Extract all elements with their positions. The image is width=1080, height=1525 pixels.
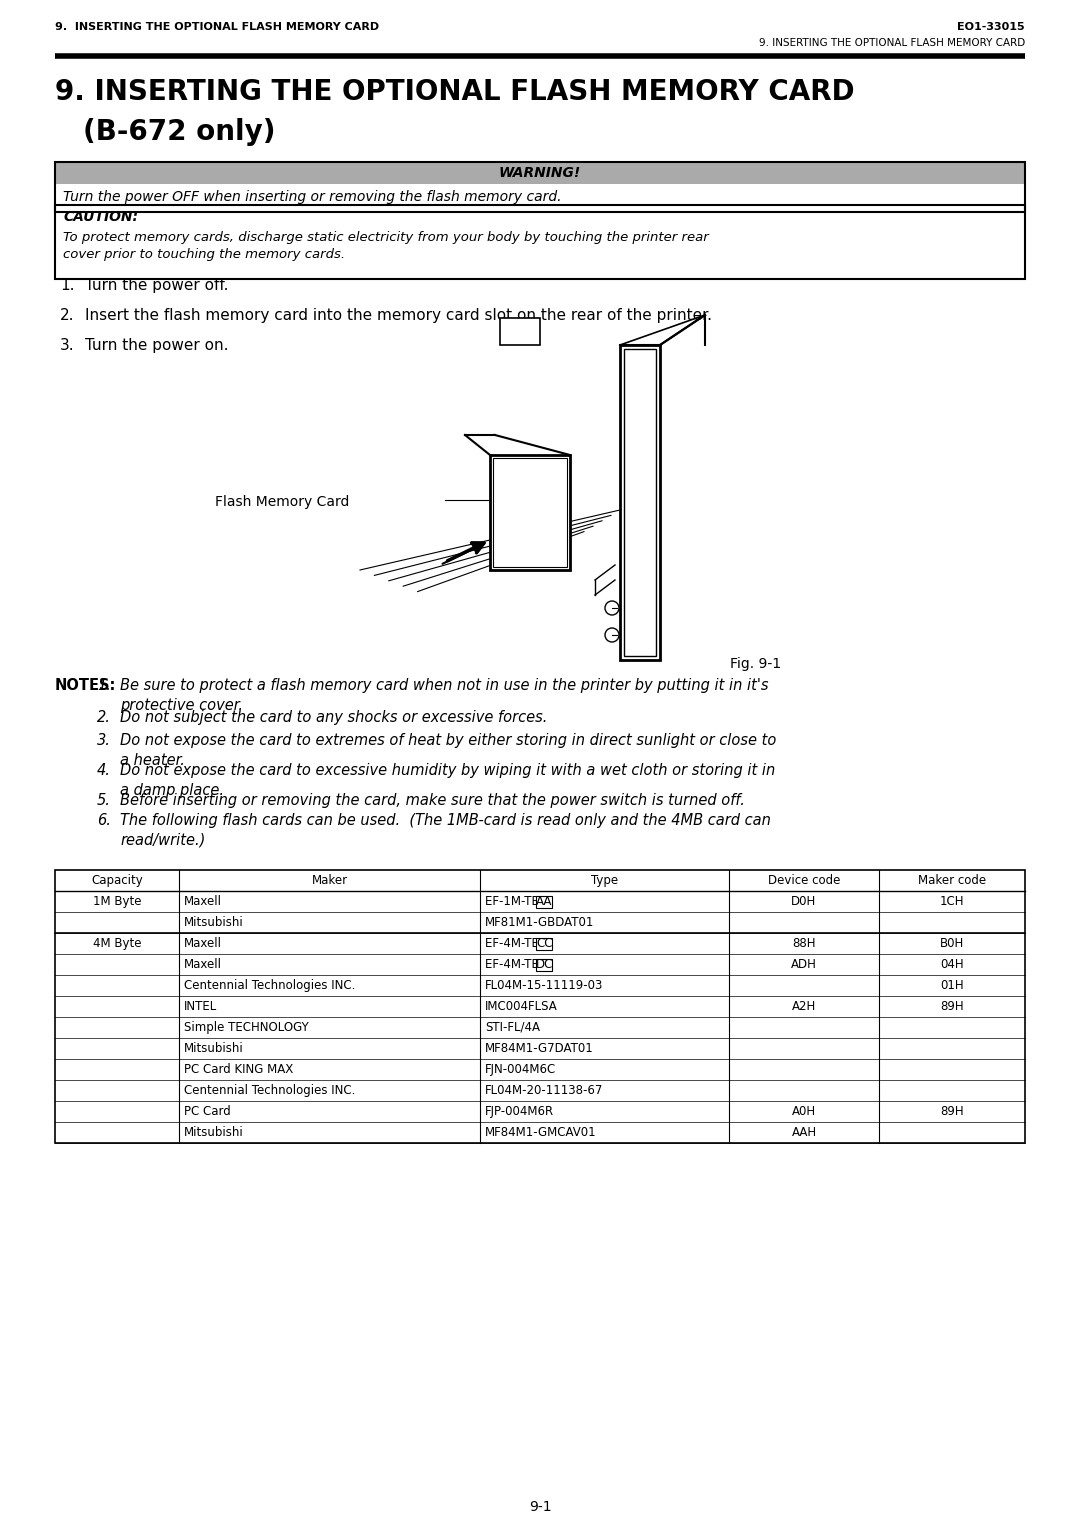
Text: 88H: 88H	[793, 936, 815, 950]
Text: EF-4M-TB: EF-4M-TB	[485, 936, 543, 950]
Text: Fig. 9-1: Fig. 9-1	[730, 657, 781, 671]
Bar	[55, 162, 1025, 212]
Text: ADH: ADH	[791, 958, 816, 971]
Text: 9.  INSERTING THE OPTIONAL FLASH MEMORY CARD: 9. INSERTING THE OPTIONAL FLASH MEMORY C…	[55, 21, 379, 32]
Text: Be sure to protect a flash memory card when not in use in the printer by putting: Be sure to protect a flash memory card w…	[120, 679, 769, 712]
Text: 2.: 2.	[60, 308, 75, 323]
Text: NOTES:: NOTES:	[55, 679, 117, 692]
Text: Turn the power off.: Turn the power off.	[85, 278, 229, 293]
Text: 6.: 6.	[97, 813, 111, 828]
Text: B0H: B0H	[940, 936, 964, 950]
Text: 2.: 2.	[97, 711, 111, 724]
Text: CAUTION:: CAUTION:	[63, 210, 138, 224]
Bar	[55, 869, 1025, 1144]
Text: Mitsubishi: Mitsubishi	[184, 1042, 244, 1055]
Text: Mitsubishi: Mitsubishi	[184, 1125, 244, 1139]
Text: (B-672 only): (B-672 only)	[83, 117, 275, 146]
Bar	[55, 204, 1025, 279]
Text: 89H: 89H	[941, 1106, 963, 1118]
Text: A0H: A0H	[792, 1106, 816, 1118]
Text: Turn the power OFF when inserting or removing the flash memory card.: Turn the power OFF when inserting or rem…	[63, 191, 562, 204]
Text: 89H: 89H	[941, 1000, 963, 1013]
Bar	[624, 349, 656, 656]
Text: DC: DC	[536, 958, 553, 971]
Text: D0H: D0H	[792, 895, 816, 907]
Text: FJN-004M6C: FJN-004M6C	[485, 1063, 556, 1077]
Bar	[500, 319, 540, 345]
Text: Maker: Maker	[311, 874, 348, 888]
Text: Type: Type	[591, 874, 618, 888]
Text: Centennial Technologies INC.: Centennial Technologies INC.	[184, 979, 355, 991]
Bar	[536, 895, 552, 907]
Text: 01H: 01H	[941, 979, 963, 991]
FancyArrowPatch shape	[443, 544, 484, 564]
Text: PC Card KING MAX: PC Card KING MAX	[184, 1063, 294, 1077]
Text: Device code: Device code	[768, 874, 840, 888]
Text: To protect memory cards, discharge static electricity from your body by touching: To protect memory cards, discharge stati…	[63, 230, 708, 261]
Text: FJP-004M6R: FJP-004M6R	[485, 1106, 554, 1118]
Text: CC: CC	[536, 936, 553, 950]
Text: 4.: 4.	[97, 762, 111, 778]
Text: 5.: 5.	[97, 793, 111, 808]
Bar	[55, 162, 1025, 185]
Text: MF84M1-G7DAT01: MF84M1-G7DAT01	[485, 1042, 594, 1055]
Text: The following flash cards can be used.  (The 1MB-card is read only and the 4MB c: The following flash cards can be used. (…	[120, 813, 771, 848]
Text: 3.: 3.	[97, 734, 111, 747]
Text: Centennial Technologies INC.: Centennial Technologies INC.	[184, 1084, 355, 1096]
Text: 9-1: 9-1	[529, 1501, 551, 1514]
Text: Maxell: Maxell	[184, 958, 222, 971]
Text: Maker code: Maker code	[918, 874, 986, 888]
Text: 1CH: 1CH	[940, 895, 964, 907]
Text: INTEL: INTEL	[184, 1000, 217, 1013]
Text: 04H: 04H	[941, 958, 963, 971]
Text: Insert the flash memory card into the memory card slot on the rear of the printe: Insert the flash memory card into the me…	[85, 308, 712, 323]
Text: A2H: A2H	[792, 1000, 816, 1013]
Text: Flash Memory Card: Flash Memory Card	[215, 496, 349, 509]
Bar	[492, 458, 567, 567]
Text: AAH: AAH	[792, 1125, 816, 1139]
Text: STI-FL/4A: STI-FL/4A	[485, 1022, 540, 1034]
Text: EO1-33015: EO1-33015	[957, 21, 1025, 32]
Bar	[620, 345, 660, 660]
Text: 3.: 3.	[60, 339, 75, 352]
Text: Mitsubishi: Mitsubishi	[184, 917, 244, 929]
Text: MF81M1-GBDAT01: MF81M1-GBDAT01	[485, 917, 594, 929]
Bar	[490, 454, 570, 570]
Text: 1.: 1.	[60, 278, 75, 293]
Text: Do not expose the card to excessive humidity by wiping it with a wet cloth or st: Do not expose the card to excessive humi…	[120, 762, 775, 798]
Text: Do not expose the card to extremes of heat by either storing in direct sunlight : Do not expose the card to extremes of he…	[120, 734, 777, 767]
Bar	[536, 959, 552, 970]
Text: EF-4M-TB: EF-4M-TB	[485, 958, 543, 971]
Text: Maxell: Maxell	[184, 895, 222, 907]
Text: MF84M1-GMCAV01: MF84M1-GMCAV01	[485, 1125, 596, 1139]
Text: 1.: 1.	[97, 679, 111, 692]
Text: Simple TECHNOLOGY: Simple TECHNOLOGY	[184, 1022, 309, 1034]
Text: 4M Byte: 4M Byte	[93, 936, 141, 950]
Text: 9. INSERTING THE OPTIONAL FLASH MEMORY CARD: 9. INSERTING THE OPTIONAL FLASH MEMORY C…	[55, 78, 854, 107]
Text: IMC004FLSA: IMC004FLSA	[485, 1000, 557, 1013]
Text: WARNING!: WARNING!	[499, 166, 581, 180]
Text: Turn the power on.: Turn the power on.	[85, 339, 229, 352]
Text: EF-1M-TB: EF-1M-TB	[485, 895, 543, 907]
Text: Capacity: Capacity	[91, 874, 143, 888]
Bar	[55, 185, 1025, 212]
Text: PC Card: PC Card	[184, 1106, 231, 1118]
Text: FL04M-20-11138-67: FL04M-20-11138-67	[485, 1084, 604, 1096]
Text: Before inserting or removing the card, make sure that the power switch is turned: Before inserting or removing the card, m…	[120, 793, 745, 808]
Bar	[536, 938, 552, 950]
Text: FL04M-15-11119-03: FL04M-15-11119-03	[485, 979, 604, 991]
Text: 1M Byte: 1M Byte	[93, 895, 141, 907]
Text: Do not subject the card to any shocks or excessive forces.: Do not subject the card to any shocks or…	[120, 711, 548, 724]
Text: 9. INSERTING THE OPTIONAL FLASH MEMORY CARD: 9. INSERTING THE OPTIONAL FLASH MEMORY C…	[759, 38, 1025, 47]
Text: AA: AA	[536, 895, 552, 907]
Text: Maxell: Maxell	[184, 936, 222, 950]
